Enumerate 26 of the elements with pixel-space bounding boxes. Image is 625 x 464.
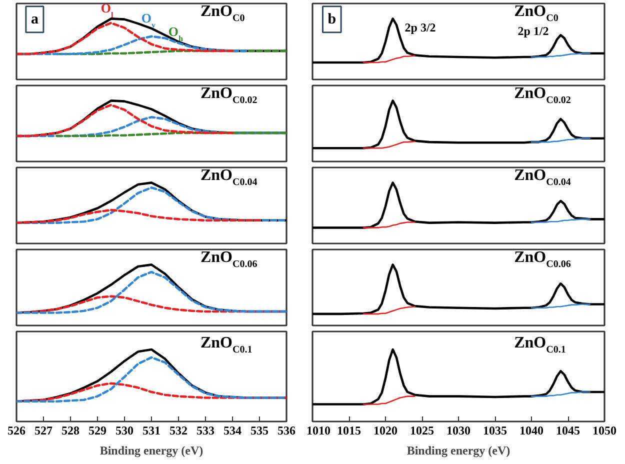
x-tick-label: 1020 <box>374 424 398 438</box>
x-tick-label: 526 <box>8 424 26 438</box>
x-tick-label: 1040 <box>520 424 544 438</box>
x-axis-title: Binding energy (eV) <box>100 444 204 458</box>
x-tick-label: 1045 <box>556 424 580 438</box>
x-tick-label: 531 <box>142 424 160 438</box>
x-tick-label: 536 <box>278 424 296 438</box>
x-tick-label: 1050 <box>592 424 616 438</box>
annotation: a <box>30 11 39 28</box>
x-tick-label: 1010 <box>306 424 330 438</box>
x-tick-label: 529 <box>88 424 106 438</box>
x-tick-label: 534 <box>224 424 242 438</box>
annotation: 2p 3/2 <box>404 20 436 35</box>
x-tick-label: 530 <box>116 424 134 438</box>
annotation: 2p 1/2 <box>518 24 549 38</box>
x-axis-title: Binding energy (eV) <box>406 444 510 458</box>
x-tick-label: 533 <box>196 424 214 438</box>
x-tick-label: 1025 <box>410 424 434 438</box>
x-tick-label: 532 <box>170 424 188 438</box>
x-tick-label: 1035 <box>483 424 507 438</box>
x-tick-label: 1030 <box>446 424 470 438</box>
annotation: b <box>328 11 336 28</box>
x-tick-label: 535 <box>250 424 268 438</box>
x-tick-label: 527 <box>34 424 52 438</box>
x-tick-label: 528 <box>62 424 80 438</box>
x-tick-label: 1015 <box>337 424 361 438</box>
